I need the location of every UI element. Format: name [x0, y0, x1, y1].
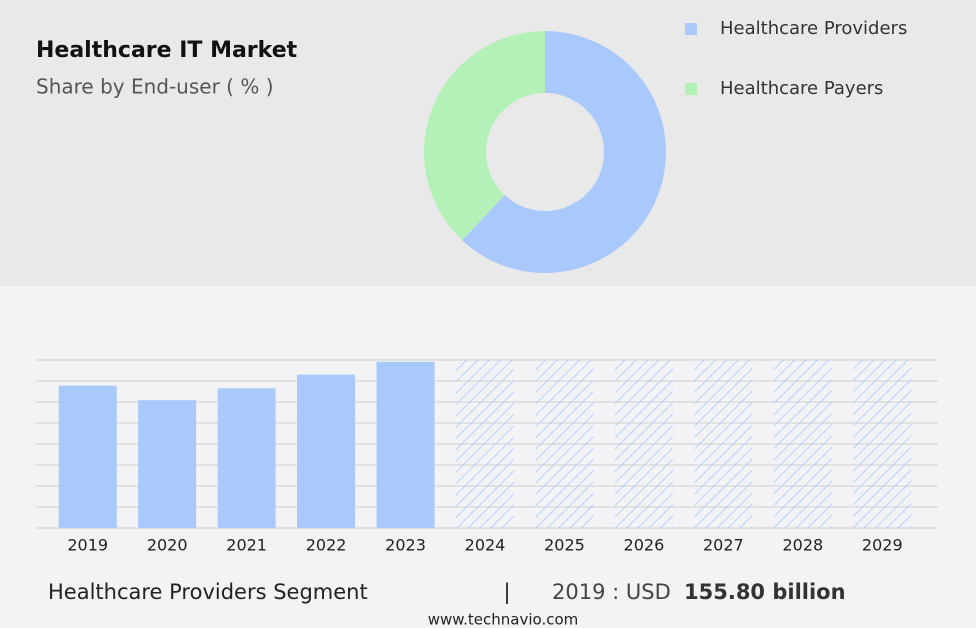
- segment-value: 155.80 billion: [684, 580, 846, 604]
- legend-swatch: [685, 83, 697, 95]
- bar: [376, 361, 435, 528]
- bar: [297, 374, 356, 528]
- x-tick-label: 2028: [782, 536, 823, 555]
- chart-title: Healthcare IT Market: [36, 38, 298, 63]
- x-tick-label: 2021: [226, 536, 267, 555]
- x-tick-label: 2024: [465, 536, 506, 555]
- legend-swatch: [685, 23, 697, 35]
- x-tick-label: 2029: [862, 536, 903, 555]
- x-tick-label: 2022: [306, 536, 347, 555]
- bar: [217, 388, 276, 528]
- forecast-placeholder: [614, 360, 673, 528]
- x-tick-label: 2026: [624, 536, 665, 555]
- forecast-placeholder: [535, 360, 594, 528]
- x-tick-label: 2023: [385, 536, 426, 555]
- bar: [58, 385, 117, 528]
- forecast-placeholder: [694, 360, 753, 528]
- chart-subtitle: Share by End-user ( % ): [36, 75, 274, 99]
- forecast-placeholder: [456, 360, 514, 528]
- segment-label: Healthcare Providers Segment: [48, 580, 368, 604]
- x-tick-label: 2025: [544, 536, 585, 555]
- separator: |: [503, 580, 510, 605]
- donut-slice: [423, 31, 545, 241]
- year-label: 2019 : USD: [552, 580, 671, 604]
- legend-label: Healthcare Payers: [720, 78, 883, 99]
- x-tick-label: 2020: [147, 536, 188, 555]
- x-tick-label: 2019: [67, 536, 108, 555]
- x-tick-label: 2027: [703, 536, 744, 555]
- donut-slice: [462, 31, 666, 274]
- forecast-placeholder: [773, 360, 832, 528]
- bar: [138, 400, 197, 528]
- forecast-placeholder: [853, 360, 912, 528]
- source: www.technavio.com: [428, 611, 579, 628]
- legend-label: Healthcare Providers: [720, 18, 907, 39]
